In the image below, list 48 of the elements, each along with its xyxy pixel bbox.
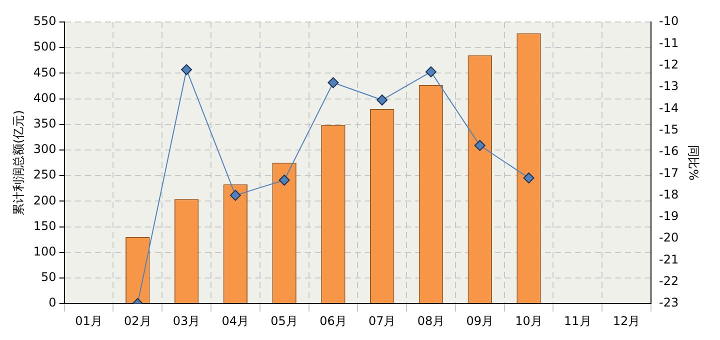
x-tick-label: 04月: [222, 314, 250, 328]
x-tick-label: 11月: [564, 314, 592, 328]
y-tick-label: 200: [33, 193, 56, 208]
y2-tick-label: -10: [659, 14, 679, 28]
x-tick-label: 10月: [515, 314, 542, 328]
point: [328, 77, 339, 88]
point: [230, 190, 241, 201]
y2-axis-title: 同比%: [686, 145, 701, 181]
x-tick-label: 12月: [612, 314, 640, 328]
x-tick-label: 08月: [417, 314, 445, 328]
point: [376, 94, 388, 106]
y-tick-label: 250: [33, 168, 56, 182]
y-tick-label: 50: [41, 270, 56, 284]
y-tick-label: 150: [33, 218, 56, 233]
y-tick-label: 450: [33, 65, 56, 80]
point: [278, 174, 290, 186]
y2-tick-label: -12: [659, 57, 679, 72]
y-tick-label: 300: [33, 142, 56, 156]
y2-tick-label: -18: [659, 187, 679, 202]
x-tick-label: 01月: [75, 314, 102, 328]
point: [474, 140, 486, 151]
point: [181, 64, 192, 76]
x-tick-label: 07月: [368, 314, 396, 328]
y2-tick-label: -22: [659, 274, 679, 288]
x-tick-label: 03月: [172, 314, 200, 328]
y2-tick-label: -21: [659, 252, 679, 266]
y2-tick-label: -14: [659, 100, 679, 115]
x-tick-label: 05月: [270, 314, 298, 328]
y2-tick-label: -15: [659, 122, 679, 136]
y2-tick-label: -16: [659, 144, 679, 158]
y-tick-label: 350: [33, 116, 56, 131]
y-axis-title: 累计利润总额(亿元): [11, 110, 26, 216]
y-tick-label: 0: [48, 296, 56, 310]
y-tick-label: 100: [33, 244, 56, 259]
y-tick-label: 500: [33, 40, 56, 54]
y2-tick-label: -11: [659, 36, 679, 50]
x-tick-label: 06月: [320, 314, 347, 328]
x-tick-label: 02月: [124, 314, 152, 328]
y2-tick-label: -13: [659, 79, 679, 94]
y2-tick-label: -20: [659, 230, 679, 245]
point: [425, 66, 436, 78]
y2-tick-label: -23: [659, 296, 679, 310]
y-tick-label: 550: [33, 14, 56, 28]
y-tick-label: 400: [33, 90, 56, 105]
y2-tick-label: -19: [659, 209, 679, 224]
y2-tick-label: -17: [659, 166, 679, 180]
x-tick-label: 09月: [466, 314, 494, 328]
point: [523, 172, 534, 184]
